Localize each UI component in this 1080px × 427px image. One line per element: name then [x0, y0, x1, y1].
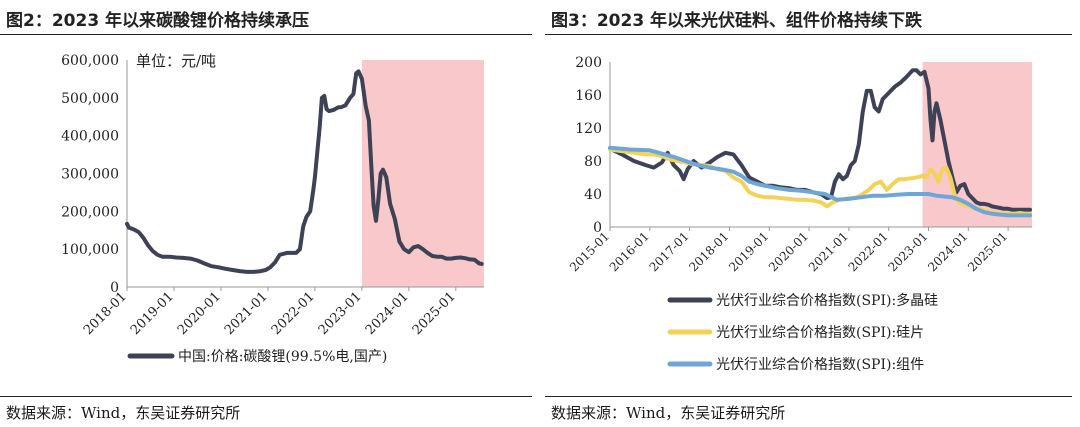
x-tick-label: 2015-01: [567, 229, 612, 274]
y-tick-label: 200,000: [61, 204, 119, 220]
left-bottom-rule: [0, 396, 532, 397]
x-tick-label: 2020-01: [175, 289, 224, 338]
y-tick-label: 80: [584, 154, 602, 170]
unit-label: 单位：元/吨: [136, 52, 216, 70]
y-tick-label: 160: [575, 88, 602, 104]
left-source-note: 数据来源：Wind，东吴证券研究所: [6, 404, 241, 422]
y-tick-label: 0: [110, 280, 119, 296]
x-tick-label: 2021-01: [222, 289, 271, 338]
left-figure-panel: 图2：2023 年以来碳酸锂价格持续承压 600,000 500,000 400,0…: [0, 11, 532, 422]
legend-label-2: 光伏行业综合价格指数(SPI):组件: [716, 357, 924, 373]
x-tick-label: 2025-01: [410, 289, 459, 338]
x-tick-label: 2024-01: [925, 229, 970, 274]
x-tick-label: 2018-01: [81, 289, 130, 338]
legend-label-0: 中国:价格:碳酸锂(99.5%电,国产): [178, 349, 387, 365]
legend-label-1: 光伏行业综合价格指数(SPI):硅片: [716, 325, 924, 341]
x-tick-label: 2019-01: [726, 229, 771, 274]
series-line-0: [608, 68, 1032, 212]
y-tick-label: 40: [584, 187, 602, 203]
series-line-0: [125, 69, 484, 274]
x-tick-label: 2018-01: [686, 229, 731, 274]
right-top-rule: [545, 34, 1072, 35]
y-tick-label: 300,000: [61, 167, 119, 183]
x-tick-label: 2025-01: [965, 229, 1010, 274]
y-tick-label: 500,000: [61, 91, 119, 107]
y-tick-label: 400,000: [61, 129, 119, 145]
x-tick-label: 2017-01: [647, 229, 692, 274]
x-tick-label: 2020-01: [766, 229, 811, 274]
lithium-carbonate-chart: 600,000 500,000 400,000 300,000 200,000 100,0…: [61, 52, 484, 365]
right-figure-title: 图3：2023 年以来光伏硅料、组件价格持续下跌: [551, 11, 923, 31]
pv-price-index-chart: 200 160 120 80 40 02015-012016-012017-012018-…: [567, 55, 1032, 373]
x-tick-label: 2023-01: [316, 289, 365, 338]
left-top-rule: [0, 34, 532, 35]
right-bottom-rule: [545, 396, 1072, 397]
x-tick-label: 2021-01: [806, 229, 851, 274]
x-tick-label: 2016-01: [607, 229, 652, 274]
right-figure-panel: 图3：2023 年以来光伏硅料、组件价格持续下跌 200 160 120 80 40 0 2…: [545, 0, 1080, 427]
legend-label-0: 光伏行业综合价格指数(SPI):多晶硅: [716, 292, 938, 309]
x-tick-label: 2022-01: [846, 229, 891, 274]
y-tick-label: 120: [575, 121, 602, 137]
x-tick-label: 2024-01: [363, 289, 412, 338]
series-line-2: [608, 145, 1032, 218]
right-source-note: 数据来源：Wind，东吴证券研究所: [551, 404, 786, 422]
x-tick-label: 2023-01: [885, 229, 930, 274]
y-tick-label: 100,000: [61, 242, 119, 258]
left-figure-title: 图2：2023 年以来碳酸锂价格持续承压: [6, 11, 310, 31]
y-tick-label: 200: [575, 55, 602, 71]
x-tick-label: 2019-01: [128, 289, 177, 338]
x-tick-label: 2022-01: [269, 289, 318, 338]
y-tick-label: 0: [593, 220, 602, 236]
y-tick-label: 600,000: [61, 53, 119, 69]
highlight-band: [922, 62, 1032, 227]
